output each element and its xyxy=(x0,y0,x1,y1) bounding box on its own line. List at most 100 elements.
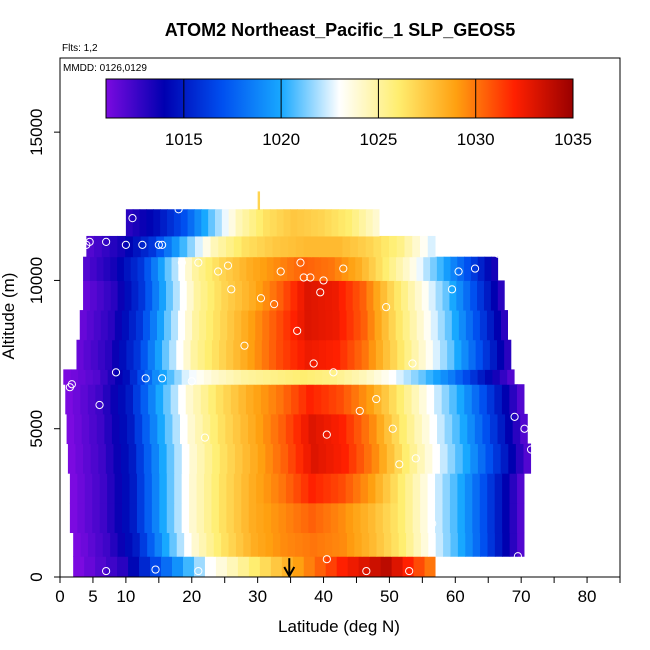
data-point xyxy=(322,555,331,564)
heatmap-cell xyxy=(340,339,348,370)
heatmap-cell xyxy=(189,502,198,534)
heatmap-cell xyxy=(411,384,420,415)
heatmap-cell xyxy=(269,209,278,237)
heatmap-cell xyxy=(187,235,196,258)
heatmap-cell xyxy=(134,413,143,445)
heatmap-cell xyxy=(233,339,242,370)
heatmap-cell xyxy=(456,280,464,311)
heatmap-cell xyxy=(122,473,131,504)
heatmap-cell xyxy=(202,235,212,258)
heatmap-cell xyxy=(509,502,518,534)
heatmap-cell xyxy=(203,369,212,385)
heatmap-cell xyxy=(124,532,133,557)
heatmap-cell xyxy=(161,532,170,557)
heatmap-cell xyxy=(196,443,206,474)
heatmap-cell xyxy=(176,339,184,370)
heatmap-cell xyxy=(156,235,165,258)
heatmap-cell xyxy=(464,384,473,415)
heatmap-cell xyxy=(361,413,370,445)
x-tick-label: 10 xyxy=(116,587,135,606)
heatmap-cell xyxy=(468,339,477,370)
heatmap-cell xyxy=(90,339,99,370)
heatmap-cell xyxy=(323,473,332,504)
heatmap-cell xyxy=(92,502,101,534)
colorbar: 1015 1020 1025 1030 1035 xyxy=(105,78,592,149)
heatmap-cell xyxy=(114,502,123,534)
heatmap-cell xyxy=(477,443,487,474)
heatmap-cell xyxy=(288,443,297,474)
heatmap-cell xyxy=(406,413,415,445)
heatmap-cell xyxy=(159,502,168,534)
colorbar-tick-label: 1015 xyxy=(165,130,203,149)
heatmap-cell xyxy=(373,384,383,415)
heatmap-cell xyxy=(239,256,247,281)
heatmap-cell xyxy=(280,532,289,557)
heatmap-cell xyxy=(333,443,342,474)
heatmap-cell xyxy=(89,413,98,445)
data-point xyxy=(296,258,305,267)
heatmap-cell xyxy=(394,443,403,474)
data-point xyxy=(316,288,325,297)
heatmap-cell xyxy=(353,310,362,341)
heatmap-cell xyxy=(186,280,195,311)
heatmap-cell xyxy=(427,235,436,258)
heatmap-cell xyxy=(210,413,219,445)
heatmap-cell xyxy=(404,235,413,258)
heatmap-cell xyxy=(69,502,78,534)
heatmap-cell xyxy=(127,413,136,445)
heatmap-cell xyxy=(423,256,431,281)
heatmap-cell xyxy=(338,209,346,237)
heatmap-cell xyxy=(248,280,257,311)
heatmap-cell xyxy=(382,502,391,534)
heatmap-cell xyxy=(367,310,376,341)
heatmap-cell xyxy=(125,209,134,237)
heatmap-cell xyxy=(75,443,84,474)
heatmap-cell xyxy=(383,532,392,557)
heatmap-cell xyxy=(450,256,458,281)
heatmap-cell xyxy=(278,413,287,445)
heatmap-cell xyxy=(191,256,200,281)
heatmap-cell xyxy=(397,502,406,534)
data-point xyxy=(520,424,529,433)
heatmap-cell xyxy=(153,209,161,237)
heatmap-cell xyxy=(345,502,354,534)
heatmap-cell xyxy=(241,235,250,258)
heatmap-cell xyxy=(77,473,86,504)
heatmap-cell xyxy=(480,532,489,557)
heatmap-cell xyxy=(100,310,109,341)
heatmap-cell xyxy=(352,209,360,237)
heatmap-cell xyxy=(463,280,471,311)
heatmap-cell xyxy=(448,369,457,385)
heatmap-cell xyxy=(110,256,118,281)
heatmap-cell xyxy=(346,532,355,557)
heatmap-cell xyxy=(283,339,291,370)
heatmap-cell xyxy=(238,384,247,415)
heatmap-cell xyxy=(429,413,438,445)
heatmap-cell xyxy=(272,532,281,557)
data-point xyxy=(372,394,381,404)
data-point xyxy=(102,237,111,246)
heatmap-cell xyxy=(328,256,336,281)
heatmap-cell xyxy=(218,473,227,504)
heatmap-cell xyxy=(470,280,478,311)
heatmap-cell xyxy=(405,502,414,534)
heatmap-cell xyxy=(147,339,156,370)
heatmap-cell xyxy=(226,235,235,258)
heatmap-cell xyxy=(455,369,464,385)
heatmap-cell xyxy=(407,280,416,311)
heatmap-cell xyxy=(159,473,168,504)
heatmap-cell xyxy=(117,256,125,281)
heatmap-cell xyxy=(399,413,408,445)
heatmap-cell xyxy=(268,384,277,415)
heatmap-cell xyxy=(430,310,439,341)
heatmap-cell xyxy=(442,502,451,534)
heatmap-cell xyxy=(219,443,228,474)
heatmap-cell xyxy=(107,473,116,504)
heatmap-cell xyxy=(293,502,302,534)
heatmap-cell xyxy=(240,339,249,370)
heatmap-cell xyxy=(204,339,213,370)
heatmap-cell xyxy=(353,502,362,534)
heatmap-cell xyxy=(330,502,339,534)
heatmap-cell xyxy=(242,280,250,311)
heatmap-cell xyxy=(494,502,503,534)
